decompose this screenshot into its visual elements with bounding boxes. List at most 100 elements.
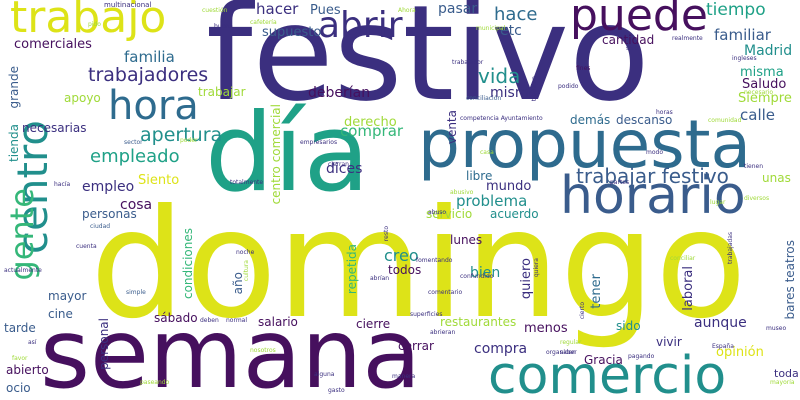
word: compra (474, 341, 528, 357)
word: poder (180, 137, 198, 144)
word: cerrar (398, 339, 434, 353)
word: regular (560, 339, 582, 346)
word: hacía (54, 181, 71, 188)
word: partes (610, 179, 630, 186)
word: sido (616, 319, 641, 333)
word: abrieran (430, 329, 456, 336)
word: fines (576, 65, 591, 72)
word: apertura (140, 124, 223, 146)
word: todos (388, 263, 422, 277)
word: empleo (82, 179, 135, 195)
word: actualmente (4, 267, 42, 274)
word: tarde (4, 321, 36, 335)
word: repetida (345, 244, 359, 295)
word: tienda (7, 124, 21, 162)
word: etc (500, 23, 522, 39)
word: condiciones (181, 228, 195, 300)
word: problema (456, 192, 528, 210)
word: abusivo (450, 189, 474, 196)
word: casa (480, 149, 494, 156)
word: libre (466, 169, 493, 183)
word: Ahora (398, 7, 416, 14)
word: cierto (579, 302, 586, 320)
word: municipal (476, 25, 506, 32)
word: toda (774, 367, 799, 380)
word: noche (236, 249, 255, 256)
word: domingo (90, 178, 747, 352)
word: ocio (6, 381, 31, 395)
word: manera (392, 373, 416, 380)
word: abrían (370, 275, 390, 282)
word: totalmente (230, 179, 264, 186)
word: Gracia (584, 353, 623, 367)
word: mismo (490, 85, 538, 101)
word: derecho (344, 115, 397, 130)
word: comerciales (14, 37, 92, 52)
word: quiera (533, 258, 540, 278)
word: Pues (310, 3, 341, 18)
word: vivir (656, 335, 682, 349)
word: quiero (519, 258, 534, 300)
word: unas (762, 171, 791, 185)
word: simple (126, 289, 146, 296)
word: cuenta (76, 243, 97, 250)
word: resto (383, 226, 390, 242)
word: pido (88, 21, 101, 28)
word: demás (570, 113, 611, 127)
word: horas (656, 109, 673, 116)
word: empleado (90, 146, 180, 167)
word: realmente (672, 35, 703, 42)
word: cuestión (202, 7, 228, 14)
word: propuesta (418, 106, 751, 183)
word: Siento (138, 173, 180, 188)
word: ingleses (732, 55, 757, 62)
word: normal (226, 317, 248, 324)
word: alguna (314, 371, 335, 378)
word: conciliar (670, 255, 696, 262)
word: supuesto (262, 25, 322, 40)
word: competencia Ayuntamiento (460, 115, 543, 122)
word: organicen (546, 349, 576, 356)
word: horario (560, 166, 746, 226)
word: tener (589, 274, 604, 309)
word: multinacional (104, 1, 152, 9)
word: festivo (206, 0, 650, 131)
word: superficies (410, 311, 443, 318)
word: sector (124, 139, 143, 146)
word: sábado (154, 311, 198, 325)
word: personal (97, 318, 111, 370)
word: trabajan (531, 76, 538, 102)
word: misma (740, 65, 784, 80)
word: paseando (140, 379, 170, 386)
word: servicio (426, 207, 473, 221)
word: semana (40, 298, 422, 400)
word: cafetería (250, 19, 277, 26)
word: conciliación (466, 95, 502, 102)
word: gasto (328, 387, 345, 394)
word: apoyo (64, 91, 101, 105)
word: comentario (428, 289, 463, 296)
word: trabajadores (88, 64, 209, 86)
word: salario (258, 315, 298, 329)
word: diversos (744, 195, 770, 202)
word: lugar (710, 199, 726, 206)
word: personas (82, 207, 137, 221)
word: necesario (744, 89, 774, 96)
word: modo (646, 149, 663, 156)
word: cierran (328, 161, 349, 168)
word: trabajar festivo (576, 164, 729, 188)
word: cierre (356, 317, 391, 331)
word: Siempre (738, 91, 792, 106)
word: opinión (716, 345, 764, 360)
word: familiar (714, 26, 771, 44)
word: trabajar (198, 85, 246, 99)
word: fomentando (416, 257, 453, 264)
word: saber (560, 349, 577, 356)
word: día (205, 91, 370, 216)
word: comprar (340, 122, 404, 140)
word: creo (384, 246, 419, 265)
word: confundido (460, 273, 494, 280)
word: acuerdo (490, 207, 539, 221)
word: centro comercial (269, 104, 283, 205)
